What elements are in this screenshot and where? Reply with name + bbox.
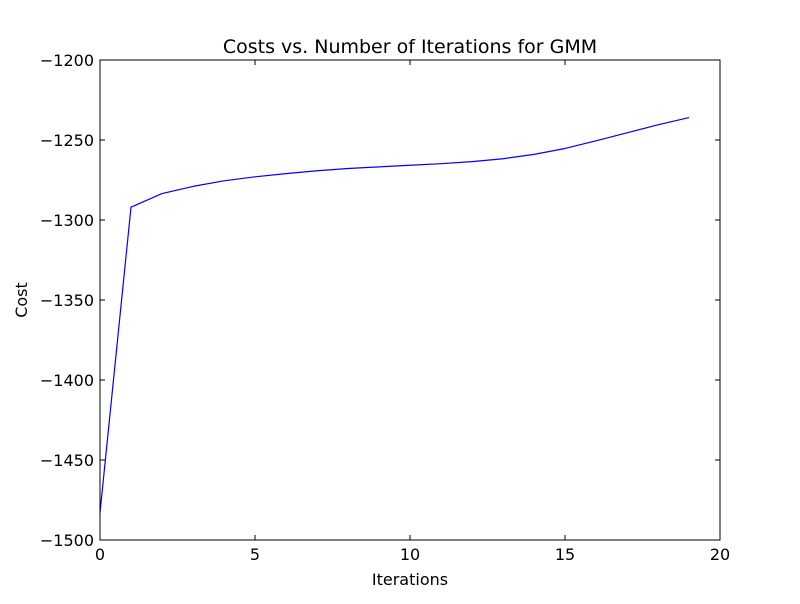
x-axis-label: Iterations: [372, 570, 448, 589]
x-tick-label: 0: [95, 545, 105, 564]
x-tick-label: 10: [400, 545, 420, 564]
y-tick-label: −1500: [40, 531, 94, 550]
series-line-0: [99, 117, 690, 513]
chart-title: Costs vs. Number of Iterations for GMM: [223, 36, 597, 58]
y-tick-label: −1450: [40, 451, 94, 470]
y-axis-label: Cost: [12, 282, 31, 318]
y-tick-label: −1350: [40, 291, 94, 310]
x-tick-label: 15: [555, 545, 575, 564]
y-tick-label: −1250: [40, 131, 94, 150]
y-tick-label: −1300: [40, 211, 94, 230]
tick-marks: [99, 59, 721, 541]
y-tick-label: −1400: [40, 371, 94, 390]
axes-frame: [99, 59, 721, 541]
x-tick-label: 5: [250, 545, 260, 564]
plot-area: [99, 117, 690, 513]
tick-labels: 0 5 10 15 20 −1500 −1450 −1400 −1350 −1300 −1250 −1…: [40, 51, 730, 564]
y-tick-label: −1200: [40, 51, 94, 70]
x-tick-label: 20: [710, 545, 730, 564]
